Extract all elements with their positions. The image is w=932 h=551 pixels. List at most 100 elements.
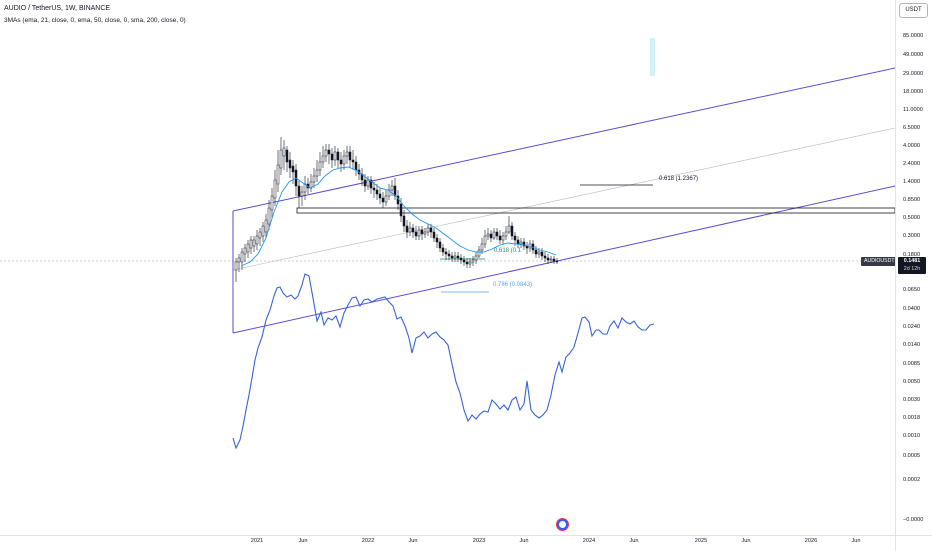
candle-body	[354, 161, 358, 171]
candle-body	[474, 255, 478, 261]
candle-body	[234, 261, 238, 271]
candle-body	[519, 241, 523, 245]
candle-body	[345, 151, 349, 157]
candle-body	[459, 257, 463, 261]
candle-body	[252, 239, 256, 247]
price-tick: 0.8500	[903, 197, 921, 203]
candle-body	[288, 159, 292, 169]
time-tick: 2024	[582, 538, 596, 544]
candlesticks	[234, 137, 559, 282]
candle-body	[321, 155, 325, 163]
channel-area	[233, 68, 895, 333]
candle-body	[462, 259, 466, 263]
price-tick: 0.0050	[903, 379, 921, 385]
candle-body	[264, 219, 268, 233]
candle-body	[477, 249, 481, 257]
price-tick: 0.0010	[903, 433, 921, 439]
candle-body	[318, 161, 322, 171]
price-tick: 85.0000	[903, 33, 924, 39]
time-tick: Jun	[741, 538, 751, 544]
candle-body	[522, 241, 526, 247]
fib-label-lower: 0.786 (0.0843)	[493, 282, 533, 288]
tradingview-logo-icon[interactable]	[556, 518, 569, 531]
channel-lower-line	[232, 185, 895, 334]
candle-body	[420, 229, 424, 235]
time-tick: 2023	[472, 538, 486, 544]
candle-body	[534, 249, 538, 255]
price-tick: 0.0030	[903, 397, 921, 403]
candle-body	[258, 231, 262, 239]
candle-body	[444, 251, 448, 255]
candle-body	[324, 149, 328, 157]
time-tick: Jun	[519, 538, 529, 544]
candle-body	[495, 231, 499, 237]
candle-body	[540, 251, 544, 257]
candle-body	[543, 255, 547, 259]
candle-body	[483, 235, 487, 245]
time-tick: Jun	[851, 538, 861, 544]
candle-body	[276, 164, 280, 185]
candle-body	[498, 235, 502, 241]
candle-body	[435, 237, 439, 243]
candle-body	[507, 225, 511, 233]
candle-body	[429, 227, 433, 233]
candle-body	[402, 215, 406, 227]
candle-body	[486, 233, 490, 237]
candle-body	[393, 185, 397, 197]
candle-body	[240, 251, 244, 263]
candle-body	[300, 191, 304, 197]
price-tick: 0.1800	[903, 252, 921, 258]
candle-body	[342, 155, 346, 165]
time-tick: 2026	[804, 538, 818, 544]
indicator-line	[232, 273, 655, 450]
price-tick: 1.4000	[903, 179, 921, 185]
candle-body	[315, 169, 319, 177]
candle-body	[399, 203, 403, 217]
candle-body	[363, 179, 367, 187]
chart-canvas[interactable]	[0, 0, 895, 535]
price-tick: 29.0000	[903, 71, 924, 77]
candle-body	[510, 225, 514, 237]
candle-body	[555, 260, 559, 263]
price-tick: 0.0400	[903, 306, 921, 312]
indicator-legend[interactable]: 3MAs (ema, 21, close, 0, ema, 50, close,…	[4, 17, 186, 24]
time-tick: Jun	[298, 538, 308, 544]
candle-body	[381, 197, 385, 203]
candle-body	[297, 185, 301, 197]
candle-body	[414, 231, 418, 237]
candle-body	[471, 259, 475, 263]
price-tick: 0.5000	[903, 215, 921, 221]
candle-body	[333, 151, 337, 161]
candle-body	[285, 149, 289, 163]
candle-body	[552, 258, 556, 262]
support-zone	[296, 207, 895, 214]
candle-body	[417, 229, 421, 237]
candle-body	[312, 175, 316, 183]
candle-body	[465, 261, 469, 265]
candle-body	[291, 165, 295, 173]
fib-label-mid: 0.618 (0.1	[494, 248, 522, 254]
candle-body	[249, 239, 253, 249]
candle-body	[270, 195, 274, 211]
candle-body	[384, 195, 388, 203]
ema-line	[240, 166, 557, 267]
candle-body	[336, 151, 340, 161]
candle-body	[390, 185, 394, 191]
candle-body	[267, 207, 271, 225]
time-scale[interactable]	[0, 535, 895, 551]
chart-area[interactable]: AUDIO / TetherUS, 1W, BINANCE 3MAs (ema,…	[0, 0, 898, 535]
candle-body	[489, 233, 493, 239]
price-tick: 0.0650	[903, 287, 921, 293]
symbol-legend[interactable]: AUDIO / TetherUS, 1W, BINANCE	[4, 5, 111, 12]
candle-body	[480, 243, 484, 251]
candle-body	[504, 231, 508, 237]
time-tick: 2025	[694, 538, 708, 544]
price-tick: 0.3000	[903, 233, 921, 239]
price-tick: 0.0018	[903, 415, 921, 421]
candle-body	[255, 235, 259, 245]
currency-button[interactable]: USDT	[899, 3, 928, 18]
candle-body	[261, 225, 265, 237]
candle-body	[513, 235, 517, 241]
candle-body	[369, 179, 373, 189]
time-tick: 2021	[250, 538, 264, 544]
